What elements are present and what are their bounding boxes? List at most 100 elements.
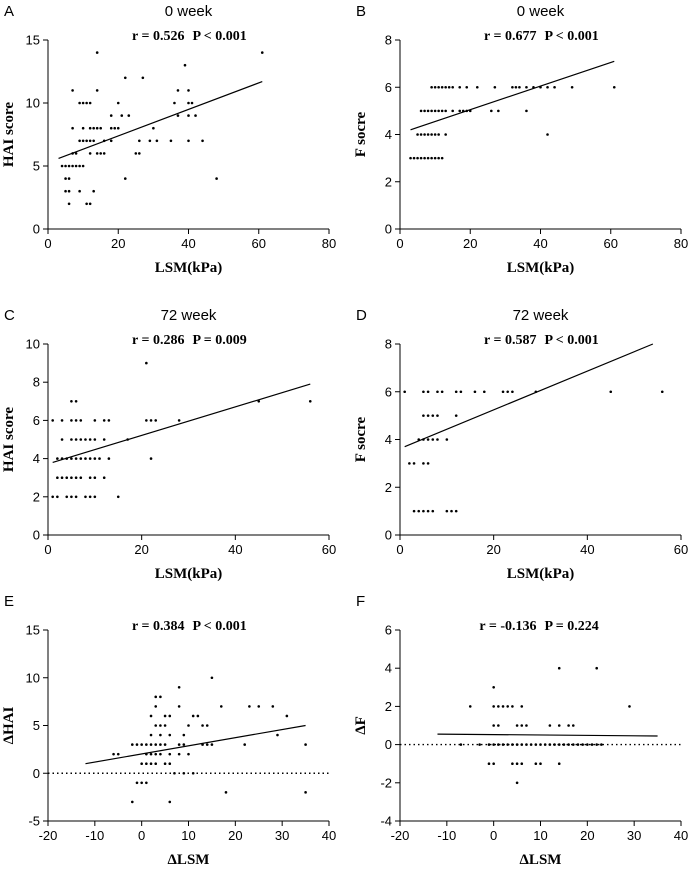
x-tick-label: 40	[181, 236, 195, 251]
y-tick-label: 4	[385, 661, 392, 676]
data-point	[140, 743, 143, 746]
y-tick-label: 0	[385, 222, 392, 237]
data-point	[271, 705, 275, 708]
y-tick-label: 0	[385, 737, 392, 752]
panel-letter: C	[4, 307, 15, 324]
data-point	[451, 109, 454, 113]
data-point	[416, 156, 419, 160]
data-point	[590, 743, 594, 746]
data-point	[79, 419, 83, 422]
regression-line	[437, 733, 658, 737]
data-point	[423, 133, 426, 136]
data-point	[520, 743, 524, 746]
data-point	[403, 390, 406, 394]
y-axis-label: HAI score	[1, 102, 17, 167]
data-point	[135, 743, 139, 746]
data-point	[210, 676, 214, 680]
data-point	[417, 509, 421, 513]
data-point	[501, 705, 505, 708]
data-point	[426, 133, 430, 136]
data-point	[511, 705, 514, 708]
data-point	[215, 177, 218, 180]
data-point	[187, 101, 190, 105]
data-point	[459, 390, 463, 394]
data-point	[145, 743, 148, 746]
data-point	[483, 390, 486, 394]
data-point	[112, 752, 115, 756]
data-point	[539, 762, 542, 765]
data-point	[93, 438, 97, 441]
data-point	[454, 414, 458, 417]
x-axis-label: LSM(kPa)	[507, 566, 575, 582]
data-point	[88, 476, 92, 480]
data-point	[426, 438, 430, 441]
data-point	[422, 390, 425, 394]
data-point	[84, 438, 87, 441]
data-point	[159, 695, 162, 699]
data-point	[419, 156, 423, 160]
data-point	[79, 476, 83, 480]
data-point	[492, 762, 495, 765]
data-point	[148, 139, 152, 143]
data-point	[416, 133, 419, 136]
stat-p: P < 0.001	[545, 333, 599, 348]
data-point	[553, 85, 556, 89]
data-point	[243, 743, 246, 746]
data-point	[135, 781, 139, 785]
data-point	[93, 476, 97, 480]
y-tick-label: 8	[385, 33, 392, 48]
x-tick-label: 60	[252, 236, 266, 251]
data-point	[515, 743, 519, 746]
data-point	[285, 714, 289, 718]
data-point	[85, 101, 88, 105]
data-point	[154, 752, 158, 756]
data-point	[497, 724, 500, 727]
y-axis-label: HAI score	[1, 407, 17, 472]
data-point	[570, 85, 574, 89]
y-tick-label: 10	[26, 337, 40, 352]
y-tick-label: 2	[385, 699, 392, 714]
data-point	[423, 109, 426, 113]
data-point	[426, 109, 430, 113]
data-point	[140, 762, 143, 765]
data-point	[433, 109, 437, 113]
data-point	[149, 733, 153, 737]
data-point	[473, 390, 477, 394]
stat-r: r = 0.286	[132, 333, 184, 348]
panel-title: 72 week	[161, 307, 217, 324]
data-point	[506, 743, 510, 746]
data-point	[224, 791, 228, 794]
data-point	[426, 390, 430, 394]
data-point	[78, 189, 81, 193]
y-tick-label: 0	[33, 222, 40, 237]
panel-b: B 0 week r = 0.677 P < 0.001 0 20 40 60 80 0 2 4 6 8 L…	[353, 3, 688, 276]
data-point	[492, 686, 495, 689]
data-point	[459, 743, 463, 746]
data-point	[131, 743, 134, 746]
data-point	[412, 462, 416, 465]
data-point	[458, 85, 462, 89]
data-point	[74, 495, 78, 499]
y-tick-label: 8	[33, 375, 40, 390]
regression-line	[85, 724, 306, 765]
y-tick-label: -5	[28, 814, 40, 829]
data-point	[437, 109, 440, 113]
data-point	[422, 414, 425, 417]
data-point	[419, 109, 423, 113]
data-point	[490, 109, 493, 113]
x-tick-label: 0	[490, 828, 497, 843]
data-point	[525, 85, 528, 89]
y-tick-label: 4	[385, 127, 392, 142]
data-point	[187, 724, 190, 727]
data-point	[149, 743, 153, 746]
data-point	[518, 85, 521, 89]
data-point	[127, 114, 131, 117]
stat-p: P = 0.009	[193, 333, 247, 348]
y-tick-label: -2	[380, 775, 392, 790]
data-point	[514, 85, 518, 89]
stat-r: r = 0.587	[484, 333, 536, 348]
data-point	[145, 361, 148, 365]
data-point	[576, 743, 580, 746]
data-point	[67, 164, 71, 168]
data-point	[445, 509, 449, 513]
